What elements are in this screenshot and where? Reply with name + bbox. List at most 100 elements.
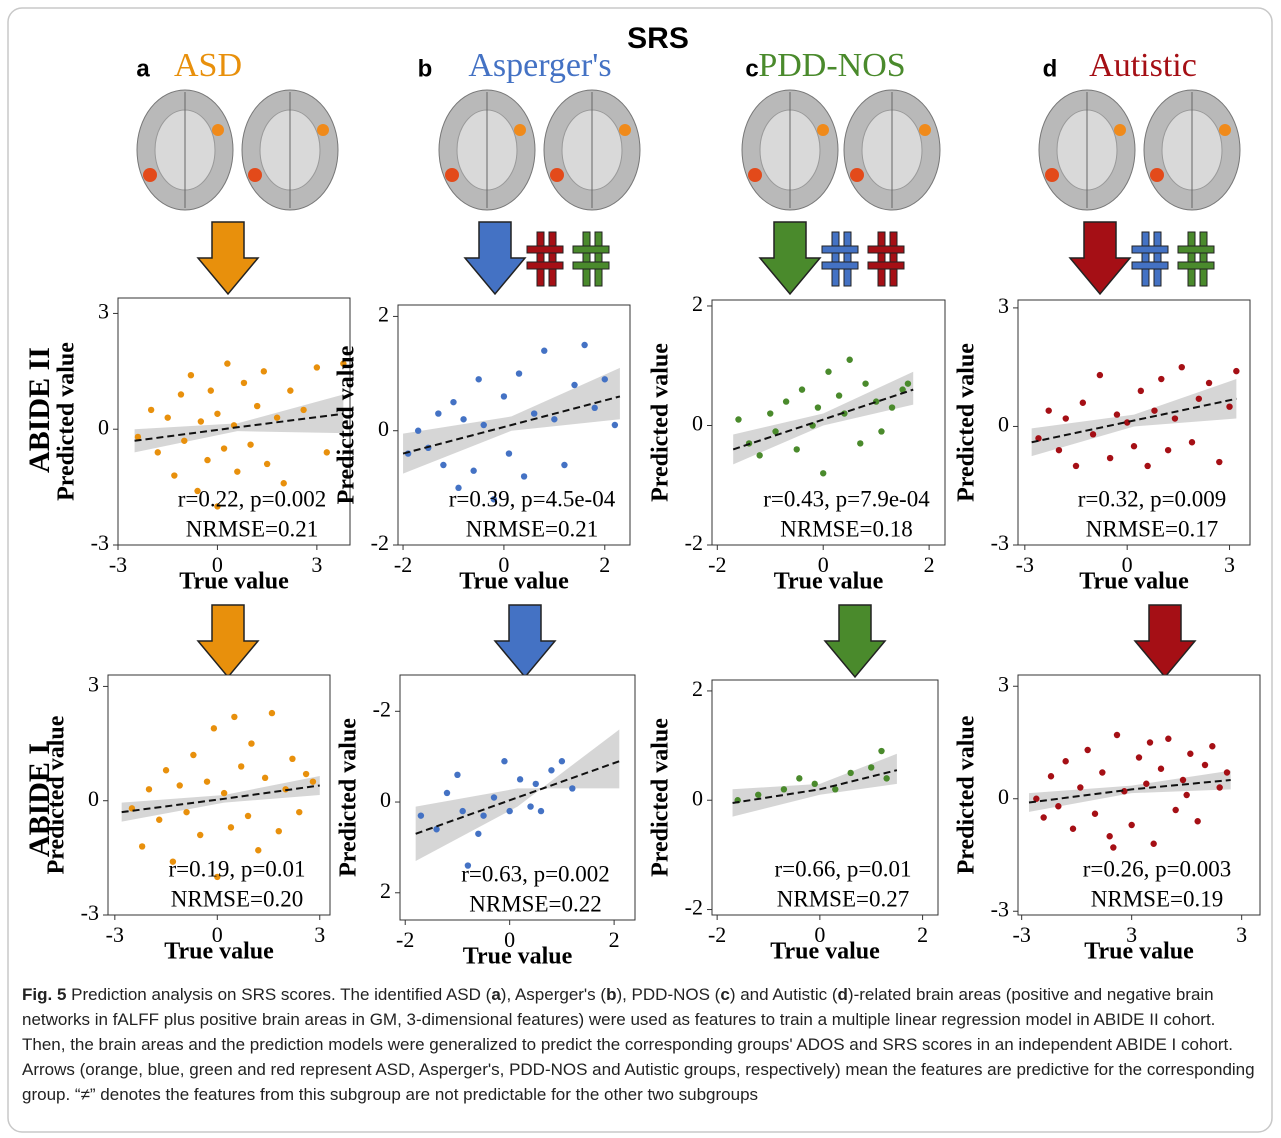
point	[1080, 400, 1086, 406]
point	[470, 468, 476, 474]
arrow	[760, 222, 820, 294]
point	[1216, 459, 1222, 465]
x-tick-label: -2	[708, 922, 726, 947]
point	[794, 446, 800, 452]
neq-bar	[1178, 246, 1214, 253]
point	[139, 843, 145, 849]
point	[1114, 732, 1120, 738]
point	[475, 376, 481, 382]
point	[781, 786, 787, 792]
group-name: Asperger's	[468, 47, 611, 84]
point	[1158, 766, 1164, 772]
point	[1077, 784, 1083, 790]
point	[146, 786, 152, 792]
y-tick-label: 0	[88, 786, 99, 811]
point	[198, 418, 204, 424]
activation	[212, 124, 224, 136]
point	[1144, 463, 1150, 469]
point	[815, 404, 821, 410]
point	[1180, 777, 1186, 783]
y-tick-label: 3	[998, 671, 1009, 696]
activation	[1219, 124, 1231, 136]
point	[1165, 447, 1171, 453]
point	[480, 812, 486, 818]
point	[314, 364, 320, 370]
activation	[317, 124, 329, 136]
activation	[919, 124, 931, 136]
stat-annotation: NRMSE=0.21	[466, 516, 598, 541]
point	[836, 392, 842, 398]
point	[324, 449, 330, 455]
point	[183, 809, 189, 815]
neq-bar	[890, 232, 897, 286]
point	[211, 725, 217, 731]
point	[517, 776, 523, 782]
point	[868, 764, 874, 770]
point	[224, 360, 230, 366]
neq-bar	[1178, 262, 1214, 269]
point	[847, 770, 853, 776]
y-tick-label: -2	[373, 696, 391, 721]
point	[1179, 364, 1185, 370]
activation	[445, 168, 459, 182]
point	[155, 449, 161, 455]
point	[454, 772, 460, 778]
point	[1189, 439, 1195, 445]
x-tick-label: -2	[708, 552, 726, 577]
x-axis-label: True value	[463, 944, 573, 970]
neq-bar	[537, 232, 544, 286]
point	[1209, 743, 1215, 749]
activation	[550, 168, 564, 182]
point	[873, 398, 879, 404]
y-tick-label: 0	[692, 785, 703, 810]
neq-icon	[527, 232, 563, 286]
y-tick-label: -2	[685, 530, 703, 555]
x-tick-label: 2	[599, 552, 610, 577]
point	[521, 473, 527, 479]
point	[506, 808, 512, 814]
point	[561, 462, 567, 468]
point	[612, 422, 618, 428]
y-tick-label: 2	[380, 878, 391, 903]
neq-bar	[832, 232, 839, 286]
x-axis-label: True value	[179, 569, 289, 595]
point	[303, 771, 309, 777]
arrow	[825, 605, 885, 677]
caption-text: a	[491, 985, 500, 1004]
stat-annotation: NRMSE=0.19	[1091, 886, 1223, 911]
x-tick-label: 3	[314, 922, 325, 947]
group-name: PDD-NOS	[758, 47, 905, 84]
point	[1097, 372, 1103, 378]
caption-text: Prediction analysis on SRS scores. The i…	[71, 985, 491, 1004]
caption-text: b	[606, 985, 616, 1004]
point	[450, 399, 456, 405]
point	[1147, 739, 1153, 745]
point	[1099, 769, 1105, 775]
figure-title: SRS	[627, 22, 689, 55]
point	[862, 380, 868, 386]
point	[262, 775, 268, 781]
stat-annotation: r=0.39, p=4.5e-04	[449, 486, 616, 511]
point	[1073, 463, 1079, 469]
arrow	[198, 222, 258, 294]
x-axis-label: True value	[1084, 939, 1194, 965]
point	[812, 781, 818, 787]
arrow	[495, 605, 555, 677]
caption-text: d	[838, 985, 848, 1004]
point	[1128, 822, 1134, 828]
activation	[748, 168, 762, 182]
point	[889, 404, 895, 410]
point	[506, 450, 512, 456]
x-tick-label: -2	[394, 552, 412, 577]
panel-letter: d	[1043, 55, 1058, 82]
y-axis-label: Predicted value	[334, 345, 360, 504]
point	[177, 782, 183, 788]
activation	[817, 124, 829, 136]
y-axis-label: Predicted value	[648, 343, 674, 502]
x-tick-label: -3	[109, 552, 127, 577]
point	[820, 470, 826, 476]
stat-annotation: r=0.26, p=0.003	[1083, 856, 1232, 881]
point	[799, 386, 805, 392]
x-tick-label: 3	[1224, 552, 1235, 577]
y-axis-label: Predicted value	[648, 718, 674, 877]
